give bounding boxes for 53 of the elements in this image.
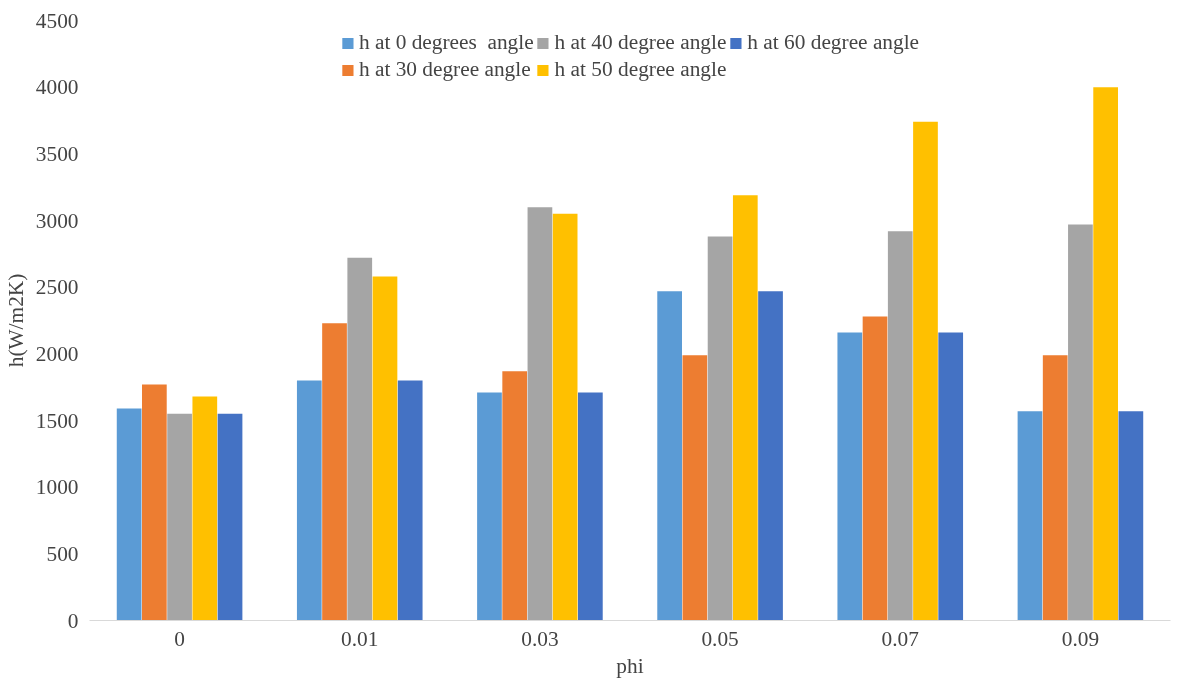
- y-tick-label: 3000: [35, 208, 79, 233]
- bar: [192, 396, 218, 621]
- bar: [707, 236, 733, 621]
- bar: [116, 408, 142, 621]
- y-tick-label: 3500: [35, 141, 79, 166]
- bar: [913, 121, 938, 621]
- bar: [862, 316, 888, 621]
- bar: [322, 323, 347, 621]
- x-tick-label: 0.07: [881, 626, 920, 651]
- bar: [527, 207, 553, 621]
- x-tick-label: 0.01: [341, 626, 379, 651]
- y-axis-title: h(W/m2K): [3, 273, 28, 368]
- x-tick-label: 0: [174, 626, 185, 651]
- y-tick-label: 2000: [35, 341, 79, 366]
- bar: [1093, 87, 1118, 621]
- bar: [732, 195, 758, 621]
- bar: [217, 413, 243, 621]
- bar: [837, 332, 863, 621]
- bar: [1017, 411, 1043, 621]
- y-tick-label: 1500: [35, 408, 79, 433]
- y-tick-label: 4500: [35, 8, 79, 33]
- legend-label: h at 30 degree angle: [358, 57, 531, 82]
- bar: [887, 231, 913, 621]
- bar: [347, 257, 373, 621]
- legend-label: h at 50 degree angle: [554, 57, 727, 82]
- legend-label: h at 0 degrees angle: [358, 30, 534, 55]
- x-axis-title: phi: [616, 653, 644, 678]
- bar: [938, 332, 964, 621]
- x-tick-label: 0.05: [701, 626, 739, 651]
- bar: [552, 213, 578, 621]
- legend-label: h at 40 degree angle: [554, 30, 727, 55]
- bar: [758, 291, 783, 621]
- y-tick-label: 0: [67, 608, 79, 633]
- y-tick-label: 1000: [35, 475, 79, 500]
- bar: [142, 384, 167, 621]
- y-tick-label: 500: [46, 541, 79, 566]
- bar: [657, 291, 682, 621]
- bar: [167, 413, 192, 621]
- bar: [502, 371, 528, 621]
- x-tick-label: 0.03: [521, 626, 559, 651]
- bar: [1068, 224, 1093, 621]
- bar: [372, 276, 398, 621]
- x-tick-label: 0.09: [1061, 626, 1100, 651]
- bar: [1042, 355, 1068, 621]
- bar: [477, 392, 502, 621]
- bar: [296, 380, 322, 621]
- bar: [682, 355, 708, 621]
- bar: [578, 392, 603, 621]
- legend-label: h at 60 degree angle: [747, 30, 920, 55]
- y-tick-label: 2500: [35, 275, 79, 300]
- y-tick-label: 4000: [35, 75, 79, 100]
- bar: [1118, 411, 1144, 621]
- bar: [397, 380, 423, 621]
